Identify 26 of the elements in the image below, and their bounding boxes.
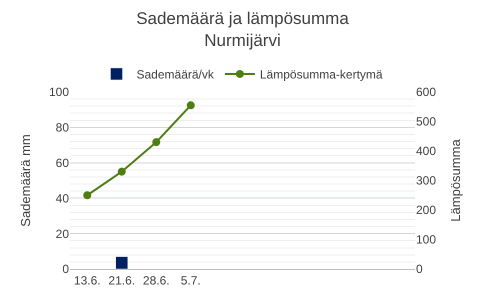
y2-tick-label: 400 (416, 144, 436, 158)
x-tick-label: 28.6. (142, 273, 170, 288)
y-tick-label: 20 (56, 226, 70, 241)
point (186, 101, 195, 110)
legend-label: Lämpösumma-kertymä (260, 68, 383, 82)
y-axis-title: Sademäärä mm (18, 134, 33, 227)
y-tick-label: 60 (56, 156, 70, 170)
y-tick-label: 0 (62, 262, 70, 276)
legend-label: Sademäärä/vk (136, 68, 215, 82)
y2-tick-label: 600 (416, 85, 436, 100)
x-tick-label: 13.6. (74, 273, 101, 288)
y-tick-label: 80 (56, 120, 70, 135)
chart-title: Sademäärä ja lämpösumma Nurmijärvi (136, 8, 350, 50)
point (152, 138, 160, 146)
x-tick-label: 21.6. (108, 273, 136, 288)
y-tick-label: 40 (56, 191, 70, 206)
point (83, 191, 92, 200)
y2-axis-title: Lämpösumma (448, 138, 463, 222)
y2-tick-label: 100 (416, 232, 436, 247)
y-tick-label: 100 (48, 85, 70, 100)
y2-tick-label: 0 (416, 262, 423, 276)
point (118, 168, 126, 176)
y2-tick-label: 500 (416, 114, 436, 129)
x-tick-label: 5.7. (180, 273, 201, 288)
y2-tick-label: 200 (416, 203, 436, 218)
y2-tick-label: 300 (416, 174, 436, 188)
